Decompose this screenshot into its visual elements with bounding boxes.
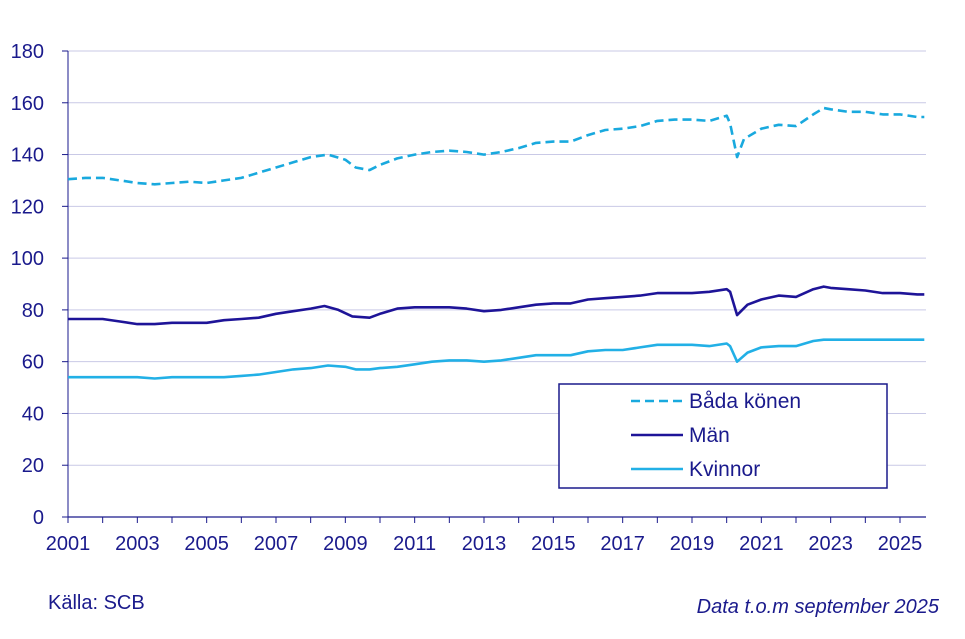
x-axis: 2001 2003 2005 2007 2009 2011 2013 2015 2017 2019… (46, 51, 926, 555)
series-line-kvinnor (68, 338, 925, 380)
y-tick-label: 140 (11, 145, 44, 167)
y-tick-label: 20 (22, 455, 44, 477)
y-tick-label: 40 (22, 403, 44, 425)
x-tick-label: 2021 (739, 533, 784, 555)
x-tick-label: 2023 (808, 533, 853, 555)
x-tick-label: 2025 (878, 533, 923, 555)
x-tick-label: 2017 (600, 533, 645, 555)
x-tick-label: 2003 (115, 533, 160, 555)
y-tick-label: 120 (11, 196, 44, 218)
y-tick-label: 60 (22, 352, 44, 374)
y-tick-label: 0 (33, 507, 44, 529)
legend-label: Båda könen (689, 390, 801, 413)
legend-label: Män (689, 424, 730, 447)
x-tick-label: 2019 (670, 533, 715, 555)
x-tick-label: 2007 (254, 533, 299, 555)
source-note: Källa: SCB (48, 592, 145, 614)
x-tick-label: 2013 (462, 533, 507, 555)
y-tick-label: 180 (11, 41, 44, 63)
series-lines (67, 106, 925, 380)
x-tick-label: 2001 (46, 533, 91, 555)
y-axis: 0 20 40 60 80 100 120 140 160 180 (11, 41, 68, 529)
legend: Båda könen Män Kvinnor (558, 383, 888, 489)
x-tick-label: 2015 (531, 533, 576, 555)
series-line-män (68, 285, 925, 326)
x-tick-label: 2005 (184, 533, 229, 555)
data-date-note: Data t.o.m september 2025 (696, 596, 939, 618)
legend-box (558, 383, 888, 489)
legend-label: Kvinnor (689, 458, 760, 481)
y-tick-label: 160 (11, 93, 44, 115)
x-tick-label: 2009 (323, 533, 368, 555)
y-tick-label: 80 (22, 300, 44, 322)
series-line-båda-könen (67, 106, 925, 186)
y-tick-label: 100 (11, 248, 44, 270)
x-tick-label: 2011 (393, 533, 436, 555)
